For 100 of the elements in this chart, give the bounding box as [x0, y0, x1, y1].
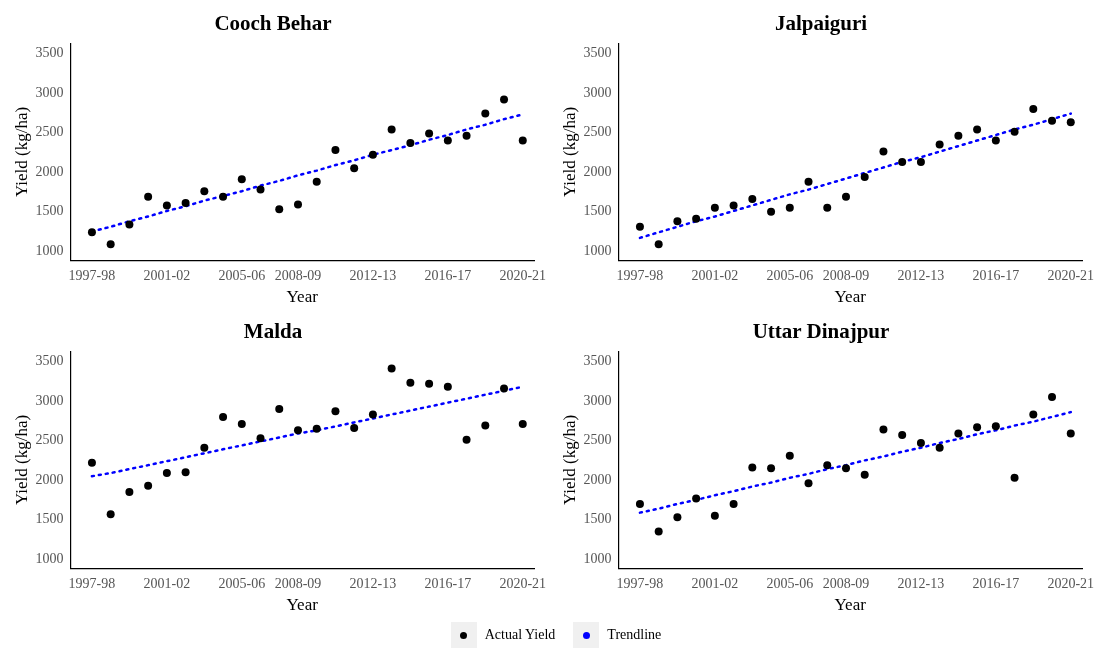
point [237, 420, 246, 428]
x-tick-label: 2001-02 [691, 267, 739, 283]
point [462, 131, 471, 140]
point [710, 511, 719, 520]
x-axis-title: Year [834, 287, 867, 307]
point [425, 129, 434, 138]
x-tick-label: 2001-02 [691, 575, 739, 591]
point [1048, 116, 1057, 125]
y-tick-label: 2000 [583, 163, 612, 179]
point [350, 423, 359, 432]
x-tick-label: 2016-17 [424, 267, 472, 283]
point [256, 185, 265, 194]
point [710, 203, 719, 212]
y-tick-label: 2500 [35, 432, 64, 448]
point [916, 438, 925, 447]
y-axis-title: Yield (kg/ha) [559, 106, 579, 198]
point [785, 203, 794, 212]
chart-title: Jalpaiguri [774, 11, 868, 36]
point [860, 470, 869, 479]
point [692, 214, 701, 223]
point [481, 421, 490, 430]
x-tick-label: 2020-21 [1047, 267, 1095, 283]
x-tick-label: 2001-02 [143, 575, 191, 591]
x-tick-label: 2005-06 [218, 267, 266, 283]
point [804, 177, 813, 186]
y-tick-label: 2000 [35, 163, 64, 179]
point [500, 95, 509, 104]
point [256, 434, 265, 443]
point [144, 481, 153, 490]
point [823, 203, 832, 212]
point [162, 469, 171, 478]
point [125, 488, 134, 497]
chart-title: Malda [243, 319, 303, 344]
y-tick-label: 3000 [35, 392, 64, 408]
point [219, 192, 228, 201]
y-tick-label: 2500 [583, 124, 612, 140]
point [425, 379, 434, 388]
x-tick-label: 2008-09 [274, 267, 322, 283]
legend-label: Actual Yield [484, 627, 556, 643]
point [125, 220, 134, 229]
point [973, 125, 982, 134]
point [368, 410, 377, 419]
point [767, 464, 776, 473]
point [275, 205, 284, 214]
y-axis-title: Yield (kg/ha) [11, 106, 31, 198]
point [87, 458, 96, 467]
point [879, 147, 888, 156]
chart-title: Cooch Behar [214, 11, 332, 36]
point [973, 423, 982, 432]
x-tick-label: 2020-21 [499, 267, 547, 283]
x-tick-label: 2005-06 [218, 575, 266, 591]
x-tick-label: 2012-13 [349, 267, 397, 283]
point [804, 479, 813, 488]
point [785, 451, 794, 460]
x-axis-title: Year [834, 595, 867, 615]
point [1048, 393, 1057, 402]
line-series [638, 112, 1073, 240]
point [462, 435, 471, 444]
y-tick-label: 1500 [583, 511, 612, 527]
x-tick-label: 1997-98 [616, 575, 664, 591]
point [144, 192, 153, 201]
point [500, 384, 509, 393]
y-tick-label: 1000 [35, 550, 64, 566]
chart-title: Uttar Dinajpur [752, 319, 890, 344]
point [748, 463, 757, 472]
point [654, 527, 663, 536]
point [106, 240, 115, 249]
point [181, 468, 190, 477]
point [823, 461, 832, 470]
y-tick-label: 3500 [35, 45, 64, 61]
point [841, 192, 850, 201]
x-tick-label: 2008-09 [822, 267, 870, 283]
point [87, 228, 96, 237]
point [635, 222, 644, 231]
point [406, 138, 415, 147]
x-tick-label: 2012-13 [897, 267, 945, 283]
point [368, 150, 377, 159]
y-tick-label: 1500 [583, 203, 612, 219]
point [898, 431, 907, 440]
point [654, 240, 663, 249]
y-tick-label: 3000 [583, 84, 612, 100]
point [293, 426, 302, 435]
x-tick-label: 1997-98 [616, 267, 664, 283]
x-tick-label: 2016-17 [424, 575, 472, 591]
y-tick-label: 2000 [35, 471, 64, 487]
point [387, 364, 396, 373]
x-tick-label: 2012-13 [349, 575, 397, 591]
x-tick-label: 2008-09 [822, 575, 870, 591]
legend-label: Trendline [607, 627, 662, 643]
y-tick-label: 1500 [35, 203, 64, 219]
y-tick-label: 3500 [583, 353, 612, 369]
x-tick-label: 1997-98 [68, 267, 116, 283]
point [673, 513, 682, 522]
point [331, 146, 340, 155]
x-tick-label: 2008-09 [274, 575, 322, 591]
y-tick-label: 2500 [35, 124, 64, 140]
point [692, 494, 701, 503]
point [518, 136, 527, 145]
y-axis-title: Yield (kg/ha) [11, 414, 31, 506]
point [1010, 127, 1019, 136]
